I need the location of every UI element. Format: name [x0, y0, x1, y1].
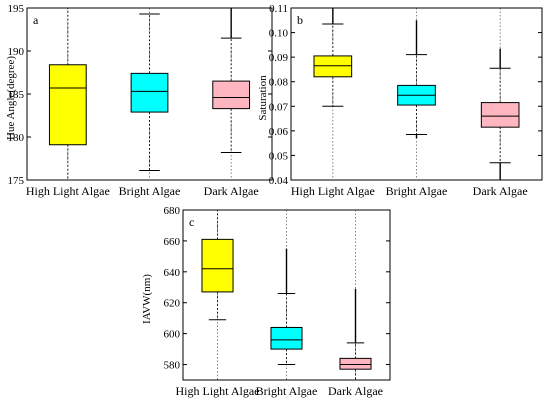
box-1 [270, 326, 303, 350]
y-tick-label: 620 [164, 298, 181, 310]
y-tick-label: 0.11 [269, 3, 288, 15]
y-tick-label: 0.05 [269, 150, 289, 162]
y-tick-label: 660 [164, 236, 181, 248]
y-tick-label: 0.07 [269, 101, 289, 113]
y-axis-label: IAVW(nm) [141, 274, 153, 324]
box-2 [480, 102, 520, 128]
panel-a-hue-angle: 175 180 185 190 195 Hue Angle(degree) a High Li… [5, 3, 273, 198]
y-tick-label: 185 [8, 89, 25, 101]
box-2 [212, 80, 251, 110]
x-tick-label: Dark Algae [204, 184, 259, 198]
y-tick-label: 180 [8, 132, 25, 144]
plot-frame [290, 7, 543, 181]
y-tick-label: 175 [8, 175, 25, 187]
y-tick-label: 0.08 [269, 77, 289, 89]
box-0 [313, 55, 353, 78]
panel-c-iavw: 580 600 620 640 660 680 IAVW(nm) c High Light Al… [141, 205, 391, 398]
y-tick-label: 640 [164, 267, 181, 279]
y-tick-label: 195 [8, 3, 25, 15]
x-tick-label: Bright Algae [386, 184, 448, 198]
y-tick-label: 0.04 [269, 175, 289, 187]
panel-label: a [33, 13, 39, 27]
box-1 [130, 72, 169, 113]
x-tick-label: High Light Algae [26, 184, 110, 198]
x-tick-label: High Light Algae [176, 384, 260, 398]
y-tick-label: 600 [164, 329, 181, 341]
panel-label: c [189, 215, 194, 229]
x-tick-label: Dark Algae [328, 384, 383, 398]
panel-label: b [297, 13, 303, 27]
y-tick-label: 0.06 [269, 126, 289, 138]
y-axis-label: Hue Angle(degree) [5, 56, 17, 140]
x-tick-label: Bright Algae [256, 384, 318, 398]
y-tick-label: 580 [164, 360, 181, 372]
box-2 [339, 357, 372, 370]
y-tick-label: 190 [8, 46, 25, 58]
y-axis-label: Saturation [257, 75, 269, 121]
y-tick-label: 0.10 [269, 28, 289, 40]
x-tick-label: Bright Algae [119, 184, 181, 198]
x-tick-label: Dark Algae [473, 184, 528, 198]
y-tick-label: 680 [164, 205, 181, 217]
y-tick-label: 0.09 [269, 52, 289, 64]
panel-b-saturation: 0.04 0.05 0.06 0.07 0.08 0.09 0.10 0.11 Saturati… [257, 3, 543, 198]
x-tick-label: High Light Algae [291, 184, 375, 198]
box-0 [201, 238, 234, 293]
box-0 [48, 64, 87, 146]
plot-frame [182, 209, 391, 381]
